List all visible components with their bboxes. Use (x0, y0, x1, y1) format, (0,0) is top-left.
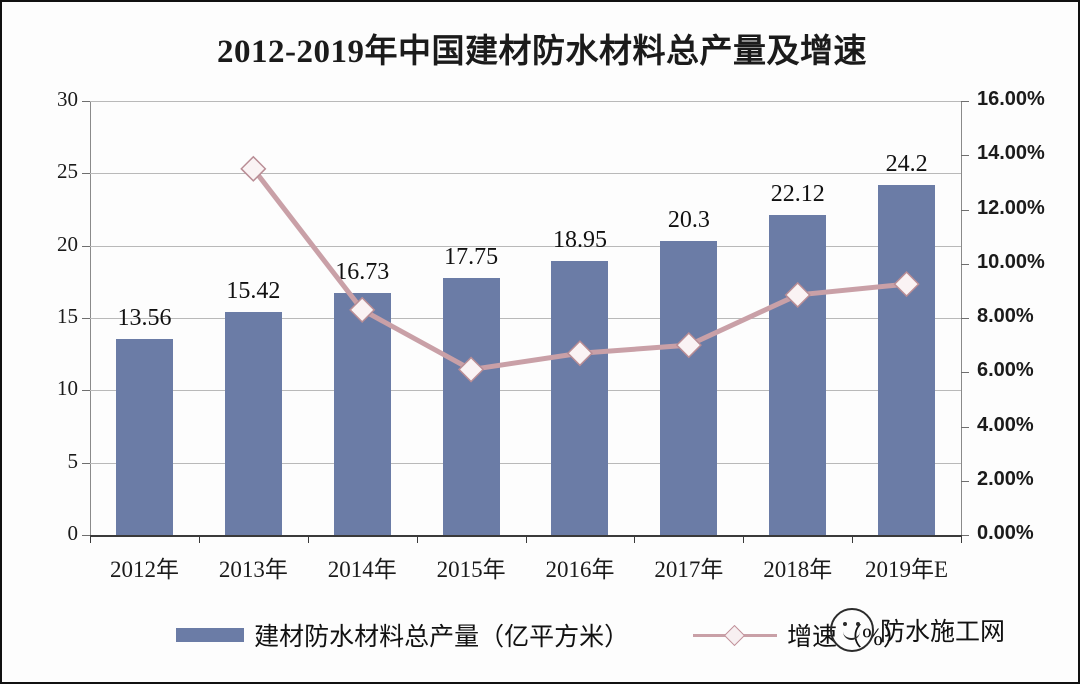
x-axis-tick-label: 2017年 (654, 557, 724, 582)
legend-bar-label: 建材防水材料总产量（亿平方米） (254, 624, 630, 651)
smile-arc (843, 629, 860, 640)
y-axis-right-tick-label: 2.00% (977, 467, 1034, 490)
gridline (90, 318, 961, 319)
x-axis-tickmark (961, 535, 962, 543)
x-axis-tickmark (634, 535, 636, 543)
gridline (90, 101, 961, 102)
y-axis-left-tick-label: 5 (67, 448, 79, 473)
y-axis-left-tickmark (82, 390, 90, 392)
gridline (90, 390, 961, 392)
y-axis-left-tick-label: 15 (57, 304, 78, 328)
x-axis-tickmark (525, 535, 527, 543)
bar-value-label: 16.73 (335, 258, 390, 285)
y-axis-right-tickmark (961, 372, 969, 374)
y-axis-right-tick-label: 8.00% (977, 305, 1034, 327)
x-axis-tick-label: 2019年E (865, 557, 949, 582)
bar[interactable] (333, 292, 391, 535)
y-axis-right-tick-label: 14.00% (977, 142, 1045, 165)
x-axis-tick-label: 2014年 (327, 557, 397, 582)
y-axis-left-tick-label: 25 (57, 159, 78, 184)
legend-item-output[interactable]: 建材防水材料总产量（亿平方米） (176, 617, 629, 653)
x-axis-tickmark (852, 535, 854, 543)
y-axis-right-tickmark (961, 480, 969, 482)
y-axis-left-tickmark (82, 101, 90, 102)
legend-bar-swatch (176, 628, 245, 642)
y-axis-left-tick-label: 20 (57, 231, 78, 256)
bar-value-label: 24.2 (885, 150, 928, 177)
bar-value-label: 13.56 (117, 304, 172, 331)
x-axis-tickmark (90, 535, 91, 543)
y-axis-left-tickmark (82, 462, 90, 464)
chart-title: 2012-2019年中国建材防水材料总产量及增速 (217, 34, 867, 70)
y-axis-right-tickmark (961, 209, 969, 211)
y-axis-right-tickmark (961, 263, 969, 265)
bar-value-label: 15.42 (226, 277, 281, 304)
x-axis-tick-label: 2013年 (218, 557, 288, 582)
y-axis-right-tickmark (961, 101, 969, 102)
bar[interactable] (224, 311, 282, 535)
x-axis-tickmark (198, 535, 200, 543)
x-axis-tick-label: 2016年 (545, 557, 615, 582)
watermark: 防水施工网 (830, 608, 1005, 652)
y-axis-right-tick-label: 12.00% (977, 196, 1045, 219)
x-axis-tick-label: 2015年 (436, 557, 506, 582)
x-axis-tick-label: 2018年 (763, 557, 833, 582)
x-axis-tickmark (743, 535, 745, 543)
x-axis-tickmark (307, 535, 309, 543)
chart-legend: 建材防水材料总产量（亿平方米） 增速（%） (2, 612, 1080, 658)
gridline (90, 173, 961, 175)
x-axis-tick-label: 2012年 (109, 557, 179, 582)
diamond-marker-icon[interactable] (240, 155, 267, 182)
y-axis-right-tick-label: 10.00% (977, 250, 1045, 273)
y-axis-right-tick-label: 6.00% (977, 359, 1034, 382)
y-axis-left-tick-label: 0 (67, 521, 79, 545)
x-axis-tickmark (416, 535, 418, 543)
bar-value-label: 20.3 (667, 207, 710, 234)
bar[interactable] (551, 260, 609, 535)
y-axis-right-tickmark (961, 426, 969, 428)
y-axis-right-tick-label: 16.00% (977, 88, 1045, 110)
smiley-face-icon (830, 608, 874, 652)
y-axis-left-tick-label: 30 (57, 87, 78, 111)
bar[interactable] (660, 241, 718, 535)
gridline (90, 462, 961, 464)
y-axis-right-tick-label: 4.00% (977, 413, 1034, 436)
bar[interactable] (442, 278, 500, 535)
y-axis-right-tickmark (961, 155, 969, 157)
bar-value-label: 17.75 (444, 244, 499, 271)
y-axis-left-tickmark (82, 535, 90, 536)
y-axis-left-tickmark (82, 318, 90, 319)
y-axis-left-tickmark (82, 173, 90, 175)
y-axis-right-tickmark (961, 535, 969, 536)
bar[interactable] (769, 214, 827, 535)
bar-value-label: 18.95 (552, 226, 607, 253)
y-axis-right-tickmark (961, 318, 969, 319)
diamond-marker-icon (723, 624, 746, 647)
legend-line-swatch (693, 624, 778, 647)
bar-value-label: 22.12 (770, 180, 825, 207)
bar[interactable] (878, 184, 936, 535)
y-axis-left-tick-label: 10 (57, 376, 78, 401)
watermark-label: 防水施工网 (880, 619, 1006, 646)
y-axis-right-tick-label: 0.00% (977, 522, 1034, 544)
bar[interactable] (115, 338, 173, 535)
y-axis-left-tickmark (82, 245, 90, 247)
